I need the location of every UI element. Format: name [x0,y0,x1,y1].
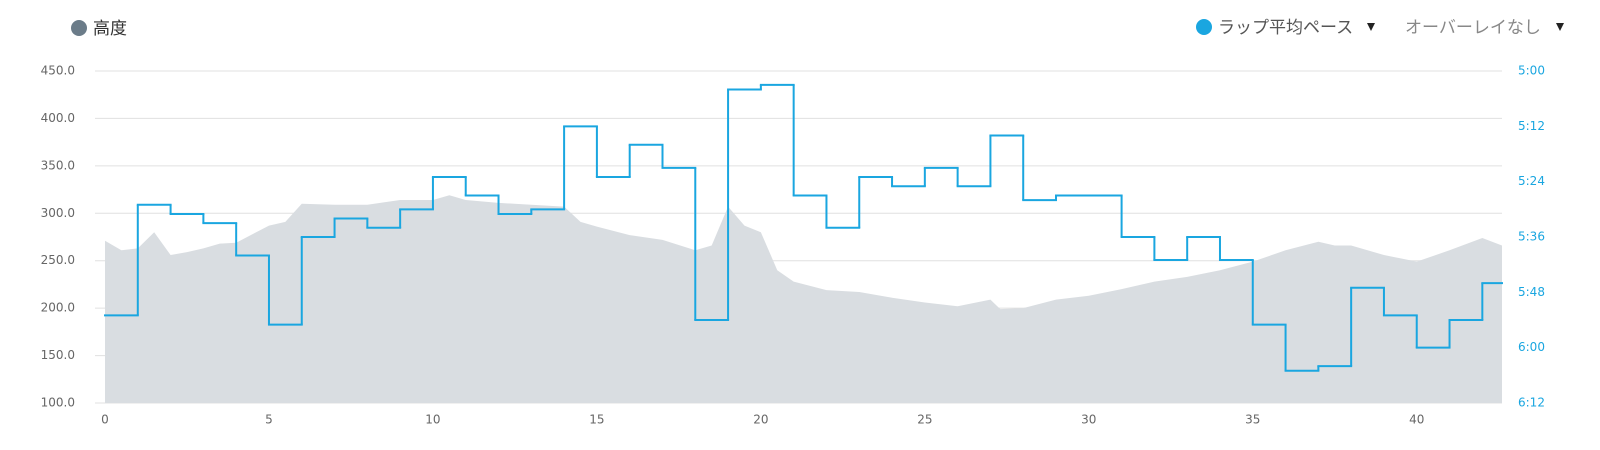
x-tick-label: 30 [1081,413,1096,427]
legend-label[interactable]: ラップ平均ペース [1218,18,1353,38]
elevation-area [105,195,1502,403]
dropdown-arrow [1556,23,1564,31]
y2-tick-label: 5:00 [1518,64,1545,78]
y-tick-label: 200.0 [41,301,75,315]
y-tick-label: 350.0 [41,158,75,172]
y2-tick-label: 6:12 [1518,396,1545,410]
x-tick-label: 15 [589,413,604,427]
y-tick-label: 450.0 [41,64,75,78]
y2-tick-label: 5:36 [1518,230,1545,244]
x-tick-label: 0 [101,413,109,427]
y-tick-label: 300.0 [41,206,75,220]
y2-tick-label: 5:12 [1518,119,1545,133]
x-tick-label: 10 [425,413,440,427]
x-tick-label: 40 [1409,413,1424,427]
x-tick-label: 20 [753,413,768,427]
y2-tick-label: 6:00 [1518,340,1545,354]
y-tick-label: 250.0 [41,253,75,267]
y2-tick-label: 5:48 [1518,285,1545,299]
x-tick-label: 25 [917,413,932,427]
legend-label: 高度 [93,19,127,39]
legend-marker [1196,19,1212,35]
x-tick-label: 35 [1245,413,1260,427]
x-tick-label: 5 [265,413,273,427]
y-tick-label: 150.0 [41,348,75,362]
dropdown-arrow [1367,23,1375,31]
legend-marker [71,20,87,36]
y2-tick-label: 5:24 [1518,174,1545,188]
y-tick-label: 400.0 [41,111,75,125]
overlay-control[interactable]: オーバーレイなし [1405,18,1541,38]
y-tick-label: 100.0 [41,396,75,410]
